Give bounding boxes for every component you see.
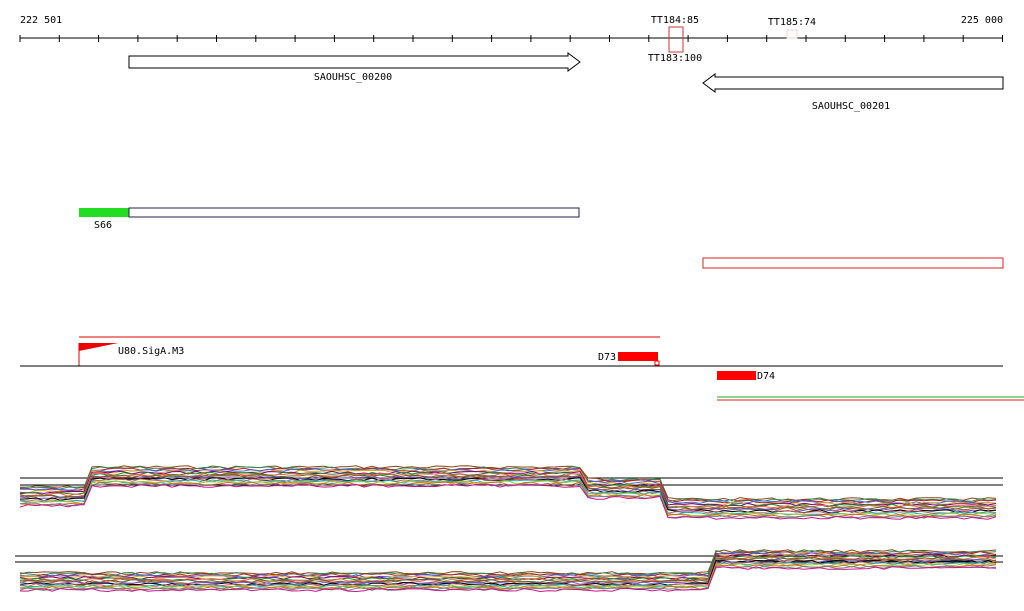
trace — [19, 466, 997, 503]
terminator-box — [668, 26, 684, 53]
trace — [19, 556, 997, 584]
trace — [20, 468, 997, 505]
ruler — [19, 35, 1003, 42]
trace — [19, 467, 997, 504]
segment — [702, 257, 1004, 269]
trace — [19, 564, 997, 591]
terminator-label: TT184:85 — [651, 15, 699, 26]
trace — [19, 483, 997, 520]
trace — [19, 553, 997, 581]
gene-arrow — [128, 52, 581, 72]
terminator-box — [786, 29, 798, 39]
gene-label: SAOUHSC_00201 — [812, 101, 890, 112]
promoter-label: U80.SigA.M3 — [118, 346, 184, 357]
peak — [618, 352, 658, 361]
trace — [19, 551, 997, 578]
terminator-label: TT185:74 — [768, 17, 816, 28]
trace — [19, 557, 997, 585]
peak-marker — [654, 360, 660, 366]
peak — [717, 371, 756, 380]
trace — [19, 566, 997, 593]
ruler-start: 222 501 — [20, 15, 62, 26]
promoter-flag — [79, 343, 118, 351]
trace — [19, 476, 997, 513]
terminator-label: TT183:100 — [648, 53, 702, 64]
segment-start — [79, 208, 129, 217]
peak-label: D73 — [598, 352, 616, 363]
trace — [19, 482, 997, 519]
trace — [19, 560, 997, 588]
peak-label: D74 — [757, 371, 775, 382]
gene-label: SAOUHSC_00200 — [314, 72, 392, 83]
segment — [128, 207, 580, 218]
ruler-end: 225 000 — [961, 15, 1003, 26]
segment-label: S66 — [94, 220, 112, 231]
trace — [19, 561, 997, 589]
gene-arrow — [702, 73, 1004, 93]
expression-traces — [19, 465, 997, 593]
trace — [19, 565, 997, 592]
